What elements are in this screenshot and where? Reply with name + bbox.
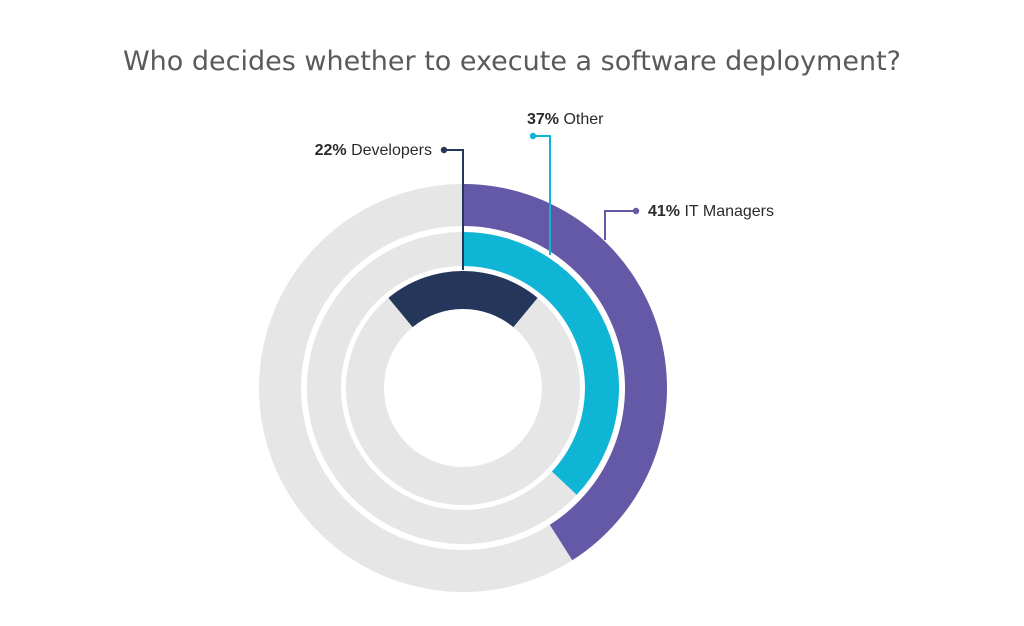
ring-tracks [258,184,667,592]
label-developers: 22% Developers [315,142,432,159]
label-other-name: Other [563,111,604,128]
bar-developers [388,271,538,328]
leader-dot-it-managers [632,207,640,215]
bar-it-managers [463,184,668,561]
chart-title: Who decides whether to execute a softwar… [123,46,901,77]
label-it-managers-pct: 41% [648,203,680,220]
leader-dot-developers [440,146,448,154]
label-other: 37% Other [527,111,604,128]
ring-bars [388,184,668,561]
bar-other [463,232,619,495]
label-developers-pct: 22% [315,142,347,159]
label-it-managers: 41% IT Managers [648,203,774,220]
leader-developers [445,149,464,270]
leader-lines [440,132,640,270]
track-inner [345,271,580,505]
label-developers-name: Developers [351,142,432,159]
label-it-managers-name: IT Managers [684,203,774,220]
leader-it-managers [604,210,635,240]
leader-other [533,135,551,255]
label-other-pct: 37% [527,111,559,128]
leader-dot-other [529,132,537,140]
